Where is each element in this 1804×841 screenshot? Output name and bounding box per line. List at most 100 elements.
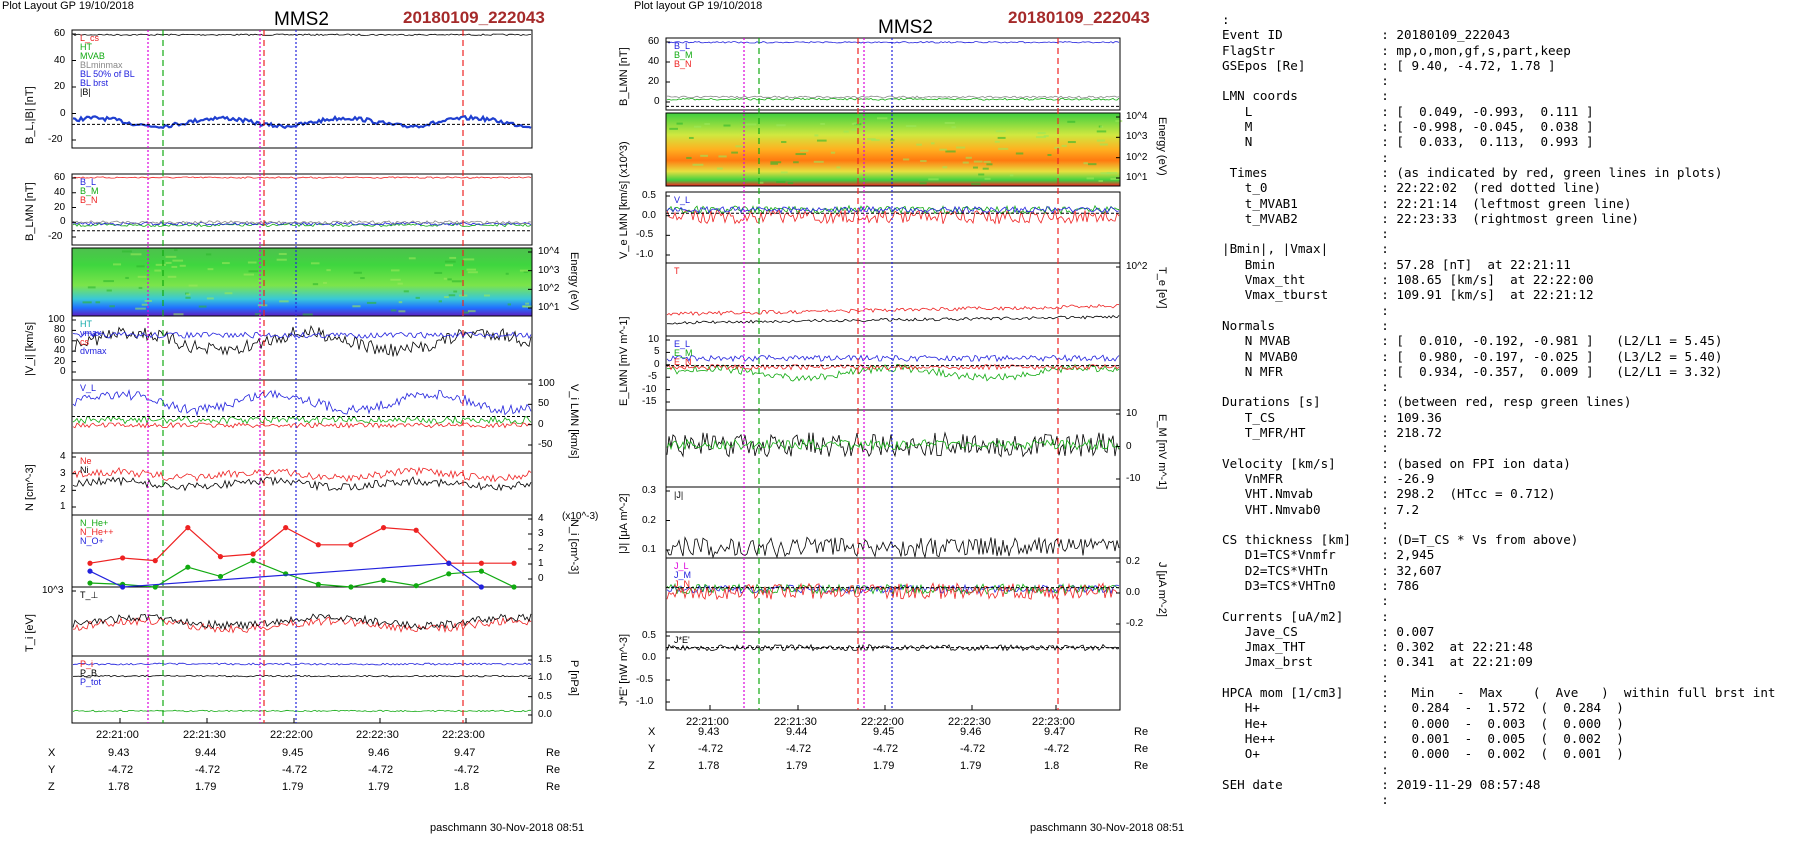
left-legend-entry: cs [80,337,89,347]
spectrogram-texture [902,158,910,161]
right-panel-ylabel: J*E' [nW m^-3] [618,633,630,706]
left-coord-unit: Re [546,764,561,776]
right-coord-value: -4.72 [786,743,812,755]
series-line [667,314,1120,325]
right-ytick-label: 0.0 [642,652,656,663]
spectrogram-texture [186,293,191,296]
right-coord-value: 1.79 [960,760,982,772]
spectrogram-texture [172,259,184,262]
right-figure-header: Plot layout GP 19/10/2018 [634,0,763,12]
info-line: : [1222,379,1389,395]
series-line [666,303,1120,316]
event-summary-text: : Event ID : 20180109_222043 FlagStr : mp,… [1222,12,1776,807]
spectrogram-texture [951,126,956,129]
right-ytick-label: -10 [642,383,657,395]
spectrogram-texture [137,275,147,278]
left-ytick-label: 1 [60,501,66,512]
spectrogram-texture [700,154,708,157]
series-line [72,616,532,634]
series-line [72,476,532,492]
right-event-id: 20180109_222043 [1008,8,1150,27]
series-line [72,331,532,340]
info-line: t_MVAB1 : 22:21:14 (leftmost green line) [1222,195,1632,211]
left-legend-entry: MVAB [80,51,105,61]
info-line: Event ID : 20180109_222043 [1222,27,1511,43]
info-line: H+ : 0.284 - 1.572 ( 0.284 ) [1222,700,1624,716]
left-ytick-label: 20 [54,355,66,367]
spectrogram-texture [1009,174,1014,177]
left-coord-value: 1.79 [282,781,304,793]
spectrogram-texture [1047,153,1052,156]
panel-frame [665,262,1121,337]
spectrogram-texture [1098,180,1103,183]
left-ytick-label: 0 [538,573,544,584]
spectrogram-texture [971,183,981,186]
spectrogram-texture [525,302,530,305]
left-ytick-label: 4 [538,513,544,524]
left-panel-ylabel: N [cm^-3] [24,464,36,511]
series-line [666,41,1120,44]
spectrogram-texture [136,265,145,268]
left-legend-entry: V_L [80,383,97,393]
spectrogram-texture [165,255,177,258]
series-line [666,354,1120,363]
spectrogram-texture [463,258,475,261]
info-line: Durations [s] : (between red, resp green… [1222,394,1632,410]
info-line: N MFR : [ 0.934, -0.357, 0.009 ] (L2/L1 … [1222,363,1723,379]
spectrogram-texture [138,286,143,289]
right-figure-title: MMS2 [878,17,933,38]
right-coord-value: -4.72 [873,743,899,755]
left-ytick-label: 0.0 [538,709,552,720]
spectrogram-texture [103,280,114,283]
left-ytick-label: 40 [54,345,66,357]
panel-frame [665,631,1121,711]
left-coord-value: 9.43 [108,747,130,759]
spectrogram-texture [224,292,233,295]
info-line: T_MFR/HT : 218.72 [1222,425,1442,441]
series-line [72,466,532,483]
spectrogram-texture [723,124,731,127]
right-legend-entry: B_M [674,50,693,60]
spectrogram-texture [254,313,261,316]
spectrogram-texture [1036,136,1047,139]
spectrogram-texture [276,258,287,261]
left-ytick-label: 0 [60,107,66,119]
left-legend-entry: BL brst [80,78,109,88]
series-line [89,562,482,588]
spectrogram-texture [973,160,983,163]
right-ytick-label: -5 [648,371,657,383]
series-line [666,438,1120,451]
right-legend-entry: J_L [674,561,689,571]
panel-frame [71,29,533,149]
right-panel-ylabel: |J| [μA m^-2] [618,493,630,554]
left-legend-entry: N_He++ [80,527,114,537]
right-legend-entry: T [674,266,680,276]
spectrogram-texture [113,263,122,266]
right-panel-ylabel: V_e LMN [km/s] (x10^3) [618,141,630,259]
spectrogram-texture [258,279,262,282]
spectrogram-texture [109,305,115,308]
spectrogram-texture [523,270,528,273]
left-xtick-label: 22:21:00 [96,729,139,741]
spectrogram-texture [982,167,989,170]
left-legend-entry: N_O+ [80,536,104,546]
spectrogram-texture [144,299,152,302]
left-coord-label: Y [48,764,56,776]
left-ytick-label: 60 [54,28,66,39]
panel-frame [665,335,1121,411]
left-coord-label: X [48,747,56,759]
right-legend-entry: E_L [674,339,691,349]
info-line: Currents [uA/m2] : [1222,608,1389,624]
spectrogram-texture [986,163,993,166]
left-panel-ylabel: T_i [eV] [24,614,36,652]
right-coord-value: -4.72 [1044,743,1070,755]
spectrogram-texture [1067,120,1076,123]
left-coord-value: -4.72 [108,764,134,776]
spectrogram-texture [928,178,939,181]
spectrogram-texture [669,127,678,130]
right-xtick-label: 22:22:00 [861,716,904,728]
info-line: : [1222,149,1389,165]
left-coord-value: -4.72 [454,764,480,776]
spectrogram-texture [453,290,458,293]
left-xtick-label: 22:22:00 [270,729,313,741]
